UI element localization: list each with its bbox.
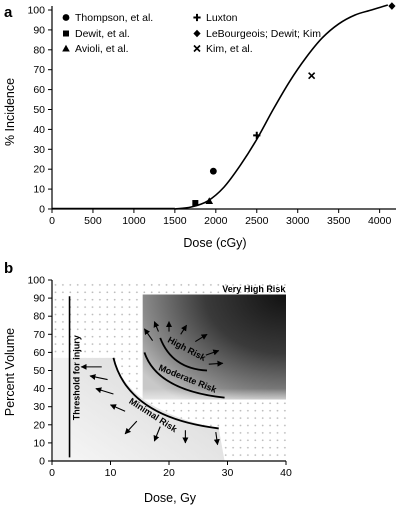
high-risk-region (142, 294, 286, 400)
threshold-label: Threshold for injury (72, 335, 82, 420)
panel-a-x-tick-label: 1000 (122, 215, 146, 227)
panel-b-x-tick-label: 10 (105, 467, 117, 479)
arrow (89, 374, 108, 381)
legend-label: Dewit, et al. (75, 28, 130, 40)
panel-b-y-tick-label: 40 (33, 383, 45, 395)
legend-label: Thompson, et al. (75, 12, 153, 24)
arrow (109, 404, 126, 412)
panel-b-y-tick-label: 60 (33, 347, 45, 359)
panel-a-x-tick-label: 3500 (327, 215, 351, 227)
panel-b-y-tick-label: 20 (33, 419, 45, 431)
legend-marker-diamond (193, 29, 201, 38)
panel-a-y-tick-label: 10 (33, 184, 45, 196)
panel-a-x-tick-label: 2000 (204, 215, 228, 227)
legend-label: Kim, et al. (206, 43, 253, 55)
panel-a-x-tick-label: 4000 (368, 215, 392, 227)
panel-a-y-tick-label: 80 (33, 44, 45, 56)
panel-a-x-tick-label: 2500 (245, 215, 269, 227)
panel-b-x-tick-label: 0 (49, 467, 55, 479)
panel-a-y-tick-label: 60 (33, 84, 45, 96)
panel-b-x-axis-label: Dose, Gy (144, 491, 197, 505)
panel-b-risk-map (52, 280, 286, 461)
arrow (213, 431, 220, 446)
very-high-risk-label: Very High Risk (222, 284, 286, 294)
panel-a-y-axis-label: % Incidence (3, 78, 17, 146)
arrow (153, 426, 161, 442)
panel-a-y-tick-label: 100 (27, 5, 45, 17)
panel-a-y-tick-label: 40 (33, 124, 45, 136)
panel-b: b Percent Volume Dose, Gy 0 10 20 30 40 0 10 20… (3, 260, 292, 505)
panel-b-y-tick-label: 50 (33, 365, 45, 377)
moderate-risk-boundary (143, 352, 225, 399)
arrow (153, 321, 160, 332)
panel-b-letter: b (4, 260, 13, 277)
legend-marker-plus (193, 13, 201, 22)
panel-a-x-axis-label: Dose (cGy) (183, 236, 246, 250)
panel-b-y-tick-label: 10 (33, 437, 45, 449)
arrow (195, 333, 208, 343)
panel-b-y-tick-label: 0 (39, 456, 45, 468)
panel-a-y-tick-label: 20 (33, 164, 45, 176)
panel-a-y-tick-label: 0 (39, 204, 45, 216)
legend-marker-circle (62, 14, 70, 21)
panel-b-y-tick-label: 80 (33, 311, 45, 323)
data-point-square (192, 200, 199, 207)
panel-a-y-tick-label: 30 (33, 144, 45, 156)
data-point-diamond (388, 2, 396, 10)
arrow (180, 324, 188, 335)
legend-marker-square (63, 30, 69, 37)
data-point-cross (308, 72, 316, 80)
panel-b-x-tick-label: 30 (222, 467, 234, 479)
panel-a-x-tick-label: 0 (49, 215, 55, 227)
high-risk-fade (142, 388, 286, 400)
panel-b-x-tick-label: 20 (163, 467, 175, 479)
panel-b-x-tick-label: 40 (280, 467, 292, 479)
panel-b-y-tick-label: 90 (33, 293, 45, 305)
high-risk-boundary (159, 337, 208, 372)
panel-a-x-tick-label: 500 (84, 215, 102, 227)
legend-label: LeBourgeois; Dewit; Kim (206, 28, 321, 40)
panel-b-y-tick-label: 70 (33, 329, 45, 341)
panel-b-y-tick-label: 100 (27, 275, 45, 287)
panel-a: a % Incidence Dose (cGy) 0 500 1000 1500 200… (3, 2, 396, 250)
panel-a-ticks: 0 500 1000 1500 2000 2500 3000 3500 4000 0 10 20 30 4… (27, 5, 391, 228)
legend-marker-triangle (62, 44, 70, 52)
arrow (95, 387, 114, 395)
panel-a-legend: Thompson, et al. Dewit, et al. Avioli, et … (62, 12, 321, 55)
panel-a-letter: a (4, 4, 13, 21)
arrow (124, 420, 138, 435)
panel-b-y-axis-label: Percent Volume (3, 328, 17, 416)
panel-a-x-tick-label: 3000 (286, 215, 310, 227)
panel-a-x-tick-label: 1500 (163, 215, 187, 227)
legend-marker-cross (193, 44, 201, 53)
legend-label: Avioli, et al. (75, 43, 129, 55)
panel-a-y-tick-label: 70 (33, 64, 45, 76)
arrow (143, 328, 154, 341)
panel-b-y-tick-label: 30 (33, 401, 45, 413)
data-point-circle (209, 167, 217, 175)
panel-a-data-points (192, 2, 396, 207)
arrow (205, 349, 220, 356)
minimal-risk-boundary (112, 357, 219, 430)
panel-a-y-tick-label: 90 (33, 24, 45, 36)
data-point-plus (253, 131, 261, 139)
arrow (208, 360, 224, 367)
panel-a-y-tick-label: 50 (33, 104, 45, 116)
legend-label: Luxton (206, 12, 238, 24)
data-point-triangle (205, 197, 214, 205)
sub-threshold-region (53, 357, 70, 461)
panel-b-ticks: 0 10 20 30 40 0 10 20 30 40 50 60 70 80 90 100 (27, 275, 292, 480)
